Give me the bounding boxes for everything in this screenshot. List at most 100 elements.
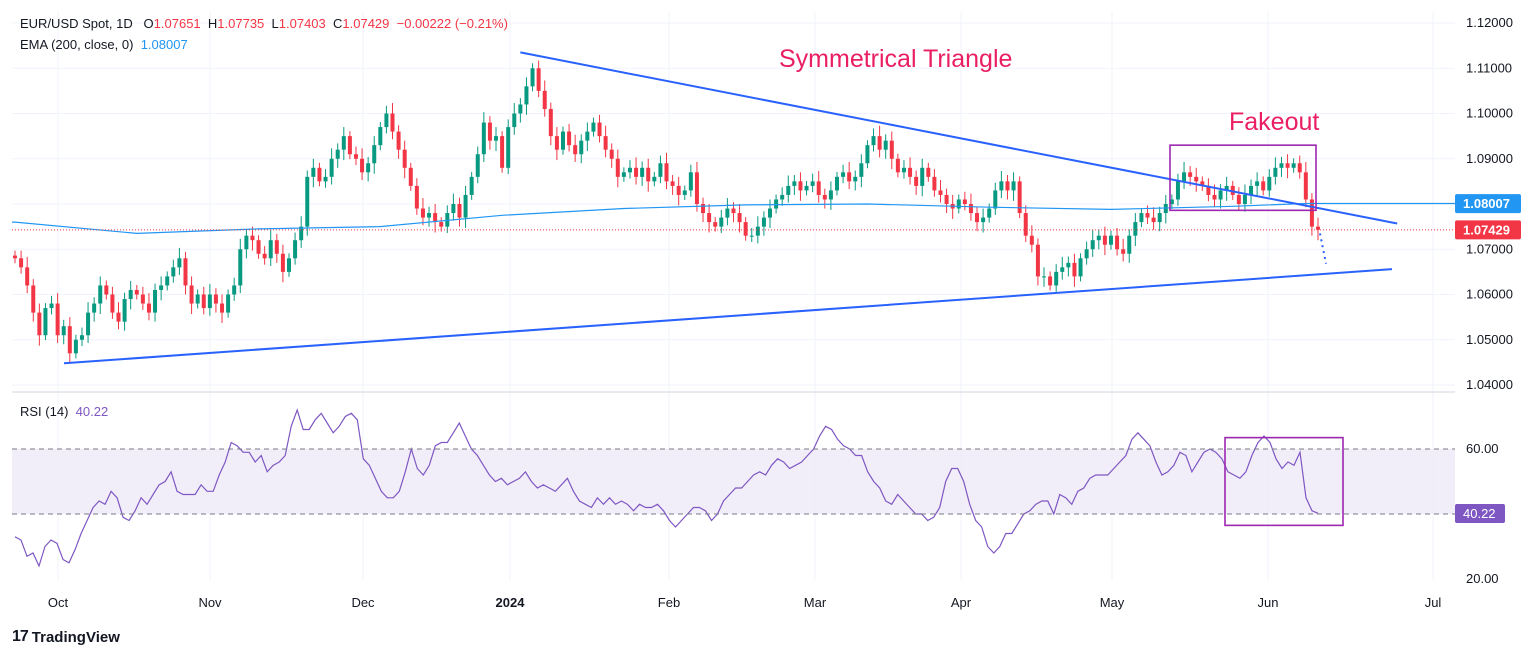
price-tick-label: 1.05000 xyxy=(1466,332,1513,347)
candle-body xyxy=(1066,262,1071,268)
candle-body xyxy=(1182,172,1187,182)
ema-label: EMA (200, close, 0) xyxy=(20,37,134,52)
candle-body xyxy=(1023,213,1028,236)
candle-body xyxy=(1206,185,1211,195)
candle-body xyxy=(707,213,712,223)
candle-body xyxy=(1084,249,1089,259)
candle-body xyxy=(177,258,182,268)
candle-body xyxy=(274,240,279,254)
candle-body xyxy=(1285,163,1290,168)
symbol-label: EUR/USD Spot, 1D xyxy=(20,16,133,31)
candle-body xyxy=(43,308,48,336)
time-tick-label: May xyxy=(1100,595,1125,610)
price-tick-label: 1.04000 xyxy=(1466,377,1513,392)
candle-body xyxy=(682,190,687,195)
candle-body xyxy=(469,176,474,195)
candle-body xyxy=(621,172,626,177)
time-tick-label: 2024 xyxy=(496,595,526,610)
candle-body xyxy=(323,176,328,182)
rsi-axis[interactable]: 20.00 60.00 xyxy=(12,441,1499,586)
lower-trendline[interactable] xyxy=(63,268,1393,365)
candle-body xyxy=(737,213,742,223)
candle-body xyxy=(512,113,517,128)
time-tick-label: Oct xyxy=(48,595,69,610)
candle-body xyxy=(1042,276,1047,278)
open-label: O xyxy=(143,16,154,31)
candle-body xyxy=(353,154,358,159)
candle-body xyxy=(987,208,992,218)
candle-body xyxy=(146,303,151,313)
candle-body xyxy=(1309,199,1314,227)
candle-body xyxy=(1291,163,1296,168)
candle-body xyxy=(396,131,401,150)
price-axis[interactable]: 1.040001.050001.060001.070001.080001.090… xyxy=(1466,15,1513,392)
candle-body xyxy=(841,172,846,177)
candle-body xyxy=(360,158,365,173)
candle-body xyxy=(293,240,298,259)
candle-body xyxy=(366,163,371,173)
candle-body xyxy=(646,167,651,182)
candle-body xyxy=(573,145,578,155)
price-tag: 1.07429 xyxy=(1463,222,1510,237)
candle-body xyxy=(153,289,158,313)
candle-body xyxy=(372,145,377,164)
price-tick-label: 1.09000 xyxy=(1466,151,1513,166)
rsi-tick-label: 60.00 xyxy=(1466,441,1499,456)
change-value: −0.00222 (−0.21%) xyxy=(396,16,508,31)
candle-body xyxy=(798,181,803,191)
candle-body xyxy=(743,222,748,236)
candle-body xyxy=(1017,181,1022,214)
upper-trendline[interactable] xyxy=(520,51,1398,225)
candle-body xyxy=(305,176,310,227)
rsi-tick-label: 20.00 xyxy=(1466,571,1499,586)
candle-body xyxy=(67,326,72,354)
candle-body xyxy=(1297,163,1302,173)
candle-body xyxy=(13,255,17,259)
candle-body xyxy=(1121,249,1126,254)
candle-body xyxy=(1212,194,1217,200)
ema-value: 1.08007 xyxy=(140,37,188,52)
candle-body xyxy=(384,113,389,128)
time-axis[interactable]: Oct Nov Dec 2024 Feb Mar Apr May Jun Jul xyxy=(48,595,1442,610)
candle-body xyxy=(1303,172,1308,200)
candle-body xyxy=(311,167,316,177)
candle-body xyxy=(1029,235,1034,245)
candle-body xyxy=(914,176,919,186)
ohlc-legend[interactable]: EUR/USD Spot, 1D O1.07651 H1.07735 L1.07… xyxy=(20,16,508,31)
candle-body xyxy=(244,235,249,250)
candle-body xyxy=(560,131,565,150)
price-tick-label: 1.10000 xyxy=(1466,106,1513,121)
candle-body xyxy=(895,158,900,173)
candle-body xyxy=(1249,185,1254,195)
candle-body xyxy=(1054,271,1059,286)
projection-dotted-line xyxy=(1319,233,1327,264)
brand-name: TradingView xyxy=(31,628,120,646)
candle-body xyxy=(79,335,84,340)
ema-tag: 1.08007 xyxy=(1463,196,1510,211)
candle-body xyxy=(1224,185,1229,191)
high-value: 1.07735 xyxy=(217,16,265,31)
low-label: L xyxy=(271,16,279,31)
candle-body xyxy=(1115,235,1120,250)
rsi-line xyxy=(14,408,1319,568)
ema-legend[interactable]: EMA (200, close, 0) 1.08007 xyxy=(20,37,188,52)
candle-body xyxy=(262,253,267,259)
candle-body xyxy=(140,294,145,304)
candle-body xyxy=(414,185,419,209)
candle-body xyxy=(49,303,54,309)
triangle-label: Symmetrical Triangle xyxy=(779,45,1012,73)
candle-body xyxy=(530,68,535,87)
tradingview-brand[interactable]: 17 TradingView xyxy=(12,628,120,646)
price-tick-label: 1.07000 xyxy=(1466,241,1513,256)
fakeout-box[interactable] xyxy=(1169,144,1317,212)
candle-body xyxy=(256,240,261,254)
candle-body xyxy=(402,149,407,168)
candle-body xyxy=(670,181,675,186)
rsi-legend[interactable]: RSI (14) 40.22 xyxy=(20,404,108,419)
rsi-highlight-box[interactable] xyxy=(1224,436,1344,527)
candle-body xyxy=(853,176,858,182)
candle-body xyxy=(615,158,620,177)
candle-body xyxy=(871,136,876,146)
close-value: 1.07429 xyxy=(342,16,390,31)
